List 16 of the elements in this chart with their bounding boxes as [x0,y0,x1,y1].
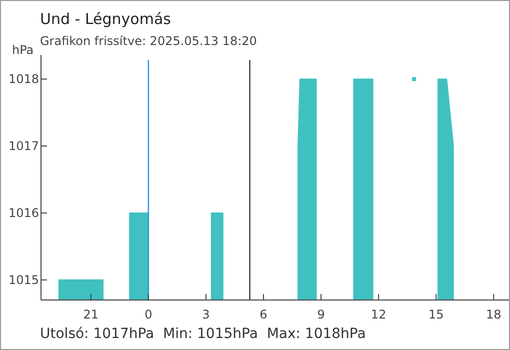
chart-subtitle: Grafikon frissítve: 2025.05.13 18:20 [40,34,257,48]
chart-title: Und - Légnyomás [40,10,172,28]
x-tick-label: 12 [370,308,386,322]
y-tick-label: 1017 [8,138,39,153]
x-tick-label: 21 [83,308,99,322]
x-tick-label: 6 [260,308,268,322]
x-tick-label: 15 [428,308,444,322]
y-tick-label: 1016 [8,206,39,220]
y-tick-label: 1018 [8,72,39,86]
y-axis-title: hPa [12,43,34,57]
x-tick-label: 18 [486,308,502,322]
y-tick-label: 1015 [8,272,39,287]
text: Utolsó: 1017hPa Min: 1015hPa Max: 1018hPa [40,326,366,342]
x-tick-label: 9 [317,308,325,322]
x-tick-label: 0 [144,308,152,322]
x-tick-label: 3 [202,308,210,322]
